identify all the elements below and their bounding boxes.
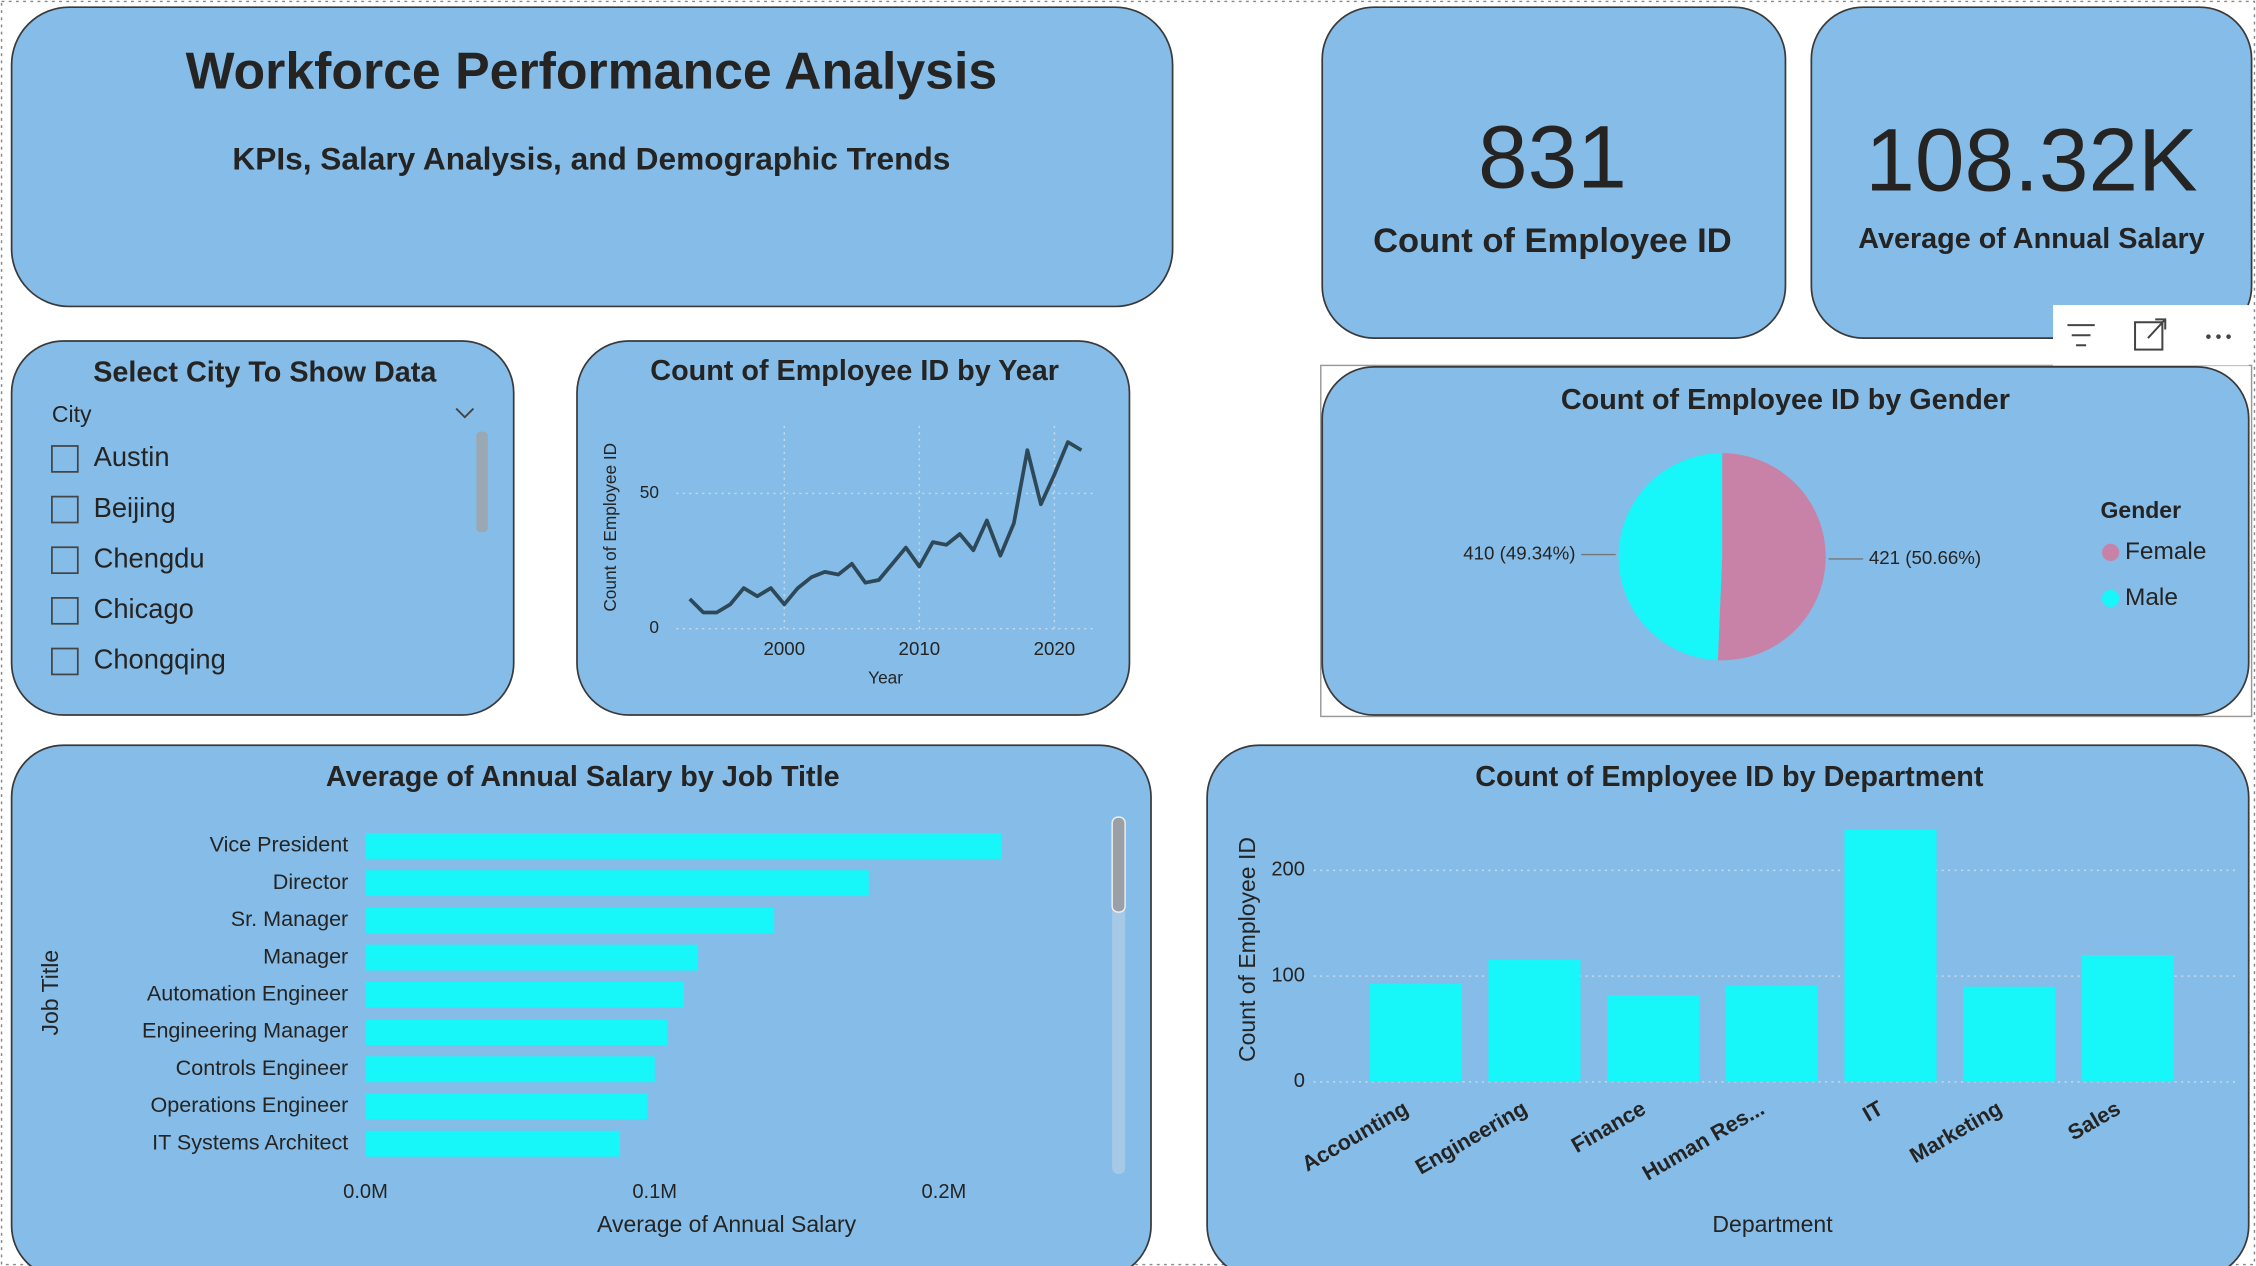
dashboard-subtitle: KPIs, Salary Analysis, and Demographic T…	[232, 140, 950, 176]
y-tick-label: Manager	[263, 943, 348, 968]
legend-title: Gender	[2101, 497, 2182, 523]
slicer-field: City	[52, 401, 92, 427]
y-tick-label: Sr. Manager	[231, 906, 348, 931]
slicer-item[interactable]: Beijing	[94, 492, 176, 523]
y-tick-label: 0	[649, 617, 659, 637]
bar	[1963, 986, 2056, 1082]
y-tick-label: Engineering Manager	[142, 1018, 348, 1043]
checkbox[interactable]	[51, 597, 79, 625]
x-tick-label: 0.2M	[922, 1181, 967, 1203]
dashboard-title: Workforce Performance Analysis	[186, 41, 998, 99]
kpi-value: 108.32K	[1865, 109, 2197, 209]
bar	[365, 1093, 648, 1120]
slicer-item[interactable]: Chengdu	[94, 542, 205, 573]
bar	[1844, 829, 1937, 1082]
y-axis-label: Job Title	[37, 950, 63, 1036]
slicer-card	[10, 340, 515, 716]
bar	[365, 1019, 668, 1045]
visual-toolbar	[2053, 304, 2249, 366]
y-tick-label: Controls Engineer	[176, 1055, 349, 1080]
scroll-thumb[interactable]	[1111, 816, 1126, 913]
slicer-item[interactable]: Chicago	[94, 593, 194, 624]
legend-label[interactable]: Male	[2125, 584, 2178, 611]
checkbox[interactable]	[51, 546, 79, 575]
legend-swatch	[2101, 543, 2120, 562]
slicer-item[interactable]: Austin	[94, 441, 170, 472]
y-tick-label: 0	[1294, 1070, 1305, 1092]
x-tick-label: 2020	[1034, 638, 1076, 659]
more-options-icon[interactable]	[2206, 334, 2231, 339]
bar	[1488, 959, 1581, 1082]
bar	[2081, 954, 2174, 1082]
x-tick-label: 2010	[899, 638, 941, 659]
chart-title: Count of Employee ID by Year	[650, 355, 1059, 387]
bar	[365, 1130, 621, 1157]
slicer-list: Austin Beijing Chengdu Chicago Chongqing	[51, 441, 226, 676]
checkbox[interactable]	[51, 495, 79, 524]
x-axis-label: Department	[1712, 1211, 1833, 1237]
y-tick-label: 200	[1271, 859, 1305, 881]
y-tick-label: 50	[640, 482, 659, 502]
x-axis-label: Year	[868, 668, 903, 688]
bar	[365, 832, 1002, 859]
y-axis-label: Count of Employee ID	[600, 443, 620, 612]
data-line	[688, 440, 1083, 615]
kpi-label: Average of Annual Salary	[1858, 223, 2204, 255]
y-tick-label: Director	[273, 869, 348, 894]
x-axis-label: Average of Annual Salary	[597, 1211, 857, 1237]
header-card	[10, 6, 1174, 308]
pie-slice	[1717, 453, 1826, 661]
chart-title: Count of Employee ID by Gender	[1561, 384, 2010, 416]
checkbox[interactable]	[51, 647, 79, 676]
y-tick-label: IT Systems Architect	[152, 1129, 348, 1154]
slicer-dropdown[interactable]	[455, 407, 475, 419]
y-tick-label: Operations Engineer	[150, 1092, 348, 1117]
filter-icon[interactable]	[2067, 324, 2095, 347]
slicer-scrollbar[interactable]	[476, 431, 488, 533]
chart-card	[576, 340, 1131, 716]
x-tick-label: 2000	[764, 638, 806, 659]
focus-mode-icon[interactable]	[2134, 318, 2167, 351]
bar	[1369, 983, 1462, 1082]
bar	[365, 907, 775, 934]
x-tick-label: 0.1M	[632, 1181, 677, 1203]
checkbox[interactable]	[51, 445, 79, 473]
y-tick-label: Vice President	[210, 832, 349, 857]
kpi-value: 831	[1478, 107, 1627, 207]
data-label: 421 (50.66%)	[1869, 547, 1981, 568]
kpi-label: Count of Employee ID	[1373, 222, 1732, 260]
pie-slice	[1618, 453, 1723, 661]
bar	[1607, 995, 1700, 1082]
bar	[365, 1056, 655, 1083]
bar	[1725, 985, 1818, 1082]
slicer-item[interactable]: Chongqing	[94, 644, 226, 675]
bar	[365, 870, 869, 897]
y-tick-label: Automation Engineer	[147, 981, 348, 1006]
slicer-title: Select City To Show Data	[93, 357, 437, 389]
bar	[365, 944, 699, 971]
chart-title: Average of Annual Salary by Job Title	[326, 761, 840, 793]
bar	[365, 981, 684, 1008]
legend-label[interactable]: Female	[2125, 538, 2207, 565]
kpi-card	[1810, 6, 2253, 339]
y-tick-label: 100	[1271, 964, 1305, 986]
data-label: 410 (49.34%)	[1463, 542, 1575, 563]
y-axis-label: Count of Employee ID	[1234, 837, 1260, 1062]
x-tick-label: 0.0M	[343, 1181, 388, 1203]
kpi-card	[1321, 6, 1787, 339]
chart-title: Count of Employee ID by Department	[1475, 761, 1984, 793]
focus-border	[1320, 364, 2253, 718]
legend-swatch	[2101, 589, 2120, 608]
